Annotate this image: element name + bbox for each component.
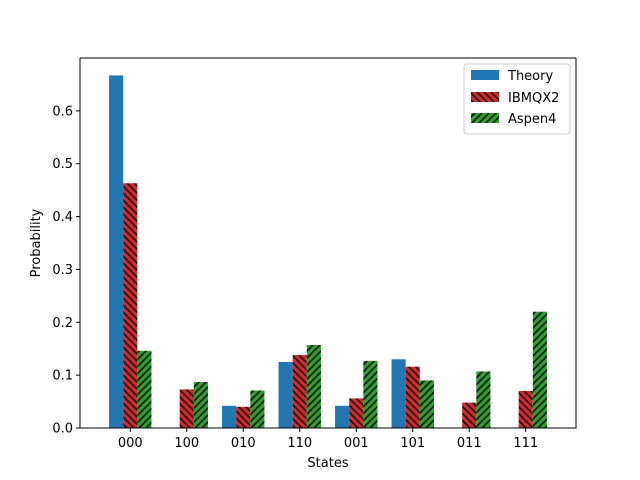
x-axis-label: States [307,456,348,471]
y-tick-label: 0.6 [52,104,73,119]
bar-theory-001 [335,405,350,428]
bars-group [109,75,547,428]
y-axis-ticks: 0.0 0.1 0.2 0.3 0.4 0.5 0.6 [52,104,80,437]
bar-theory-110 [278,361,293,428]
legend-swatch-aspen4 [471,113,499,123]
legend: Theory IBMQX2 Aspen4 [463,63,571,135]
y-tick-label: 0.2 [52,316,73,331]
bar-aspen4-011 [476,371,491,428]
legend-label-aspen4: Aspen4 [508,112,556,127]
bar-aspen4-110 [306,345,321,428]
plot-frame [79,57,577,429]
legend-swatch-ibmqx2 [471,92,499,102]
x-tick-label: 101 [400,436,425,451]
x-tick-label: 110 [287,436,312,451]
bar-ibmqx2-110 [292,355,307,428]
y-tick-label: 0.4 [52,210,73,225]
bar-ibmqx2-111 [518,391,533,428]
y-tick-label: 0.0 [52,422,73,437]
legend-swatch-theory [471,70,499,80]
bar-aspen4-010 [250,390,265,428]
legend-label-ibmqx2: IBMQX2 [508,91,559,106]
y-tick-label: 0.1 [52,369,73,384]
bar-aspen4-100 [193,382,208,428]
bar-ibmqx2-001 [349,398,364,428]
bar-theory-010 [222,405,237,428]
x-tick-label: 100 [174,436,199,451]
bar-ibmqx2-101 [405,366,420,428]
x-tick-label: 010 [231,436,256,451]
bar-aspen4-111 [532,311,547,428]
bar-ibmqx2-100 [179,389,194,428]
x-tick-label: 001 [344,436,369,451]
x-tick-label: 000 [118,436,143,451]
bar-theory-101 [391,359,406,428]
bar-ibmqx2-010 [236,406,251,428]
y-tick-label: 0.3 [52,263,73,278]
y-axis-label: Probability [29,208,44,277]
bar-ibmqx2-000 [123,183,138,428]
bar-aspen4-001 [363,360,378,428]
legend-label-theory: Theory [507,69,553,84]
x-axis-ticks: 000 100 010 110 001 101 011 111 [118,428,538,451]
x-tick-label: 111 [513,436,538,451]
bar-aspen4-101 [419,380,434,428]
bar-ibmqx2-011 [462,402,477,428]
y-tick-label: 0.5 [52,157,73,172]
x-tick-label: 011 [457,436,482,451]
bar-theory-000 [109,75,124,428]
bar-aspen4-000 [137,350,152,428]
